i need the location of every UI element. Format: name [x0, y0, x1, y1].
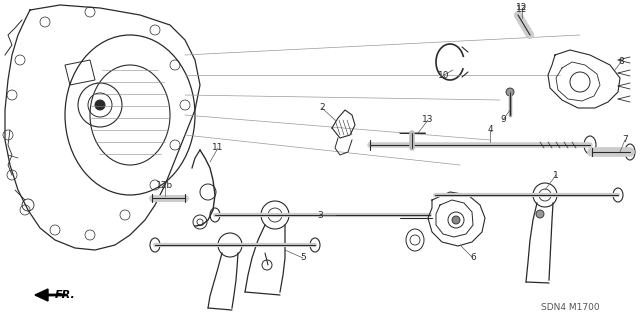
- Text: 12: 12: [516, 5, 528, 14]
- Text: 11: 11: [212, 143, 224, 153]
- Text: 12: 12: [516, 4, 528, 12]
- Text: 10: 10: [438, 70, 450, 79]
- Text: 5: 5: [300, 253, 306, 262]
- Text: 4: 4: [487, 125, 493, 134]
- Text: FR.: FR.: [55, 290, 76, 300]
- Text: 6: 6: [470, 253, 476, 262]
- Circle shape: [506, 88, 514, 96]
- Polygon shape: [35, 289, 48, 301]
- Text: 12b: 12b: [156, 180, 173, 189]
- Text: 8: 8: [618, 58, 624, 67]
- Text: 9: 9: [500, 116, 506, 124]
- Circle shape: [536, 210, 544, 218]
- Circle shape: [95, 100, 105, 110]
- Text: 7: 7: [622, 135, 628, 145]
- Text: 1: 1: [553, 171, 559, 180]
- Circle shape: [452, 216, 460, 224]
- Text: 13: 13: [422, 116, 434, 124]
- Text: 2: 2: [319, 103, 325, 113]
- Text: SDN4 M1700: SDN4 M1700: [541, 303, 599, 313]
- Text: 3: 3: [317, 211, 323, 220]
